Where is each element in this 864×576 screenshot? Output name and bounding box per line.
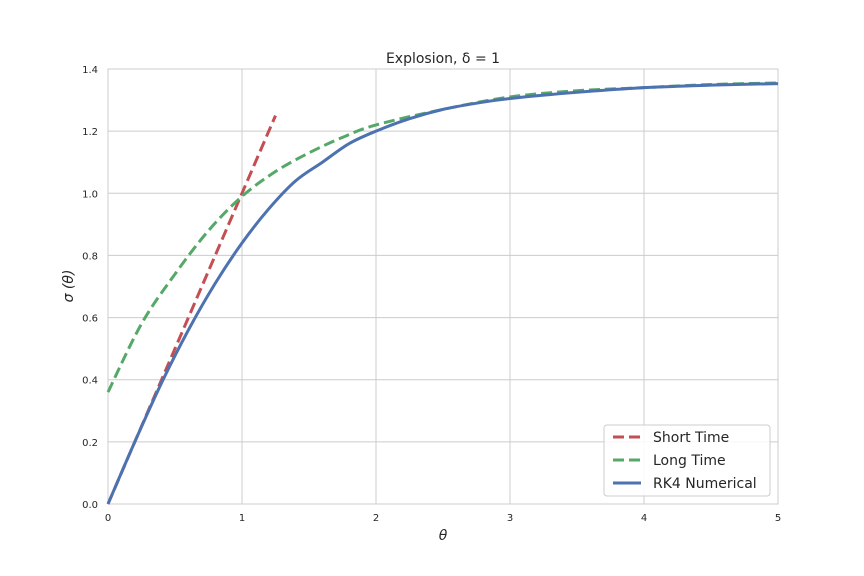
legend-label: Short Time [653, 430, 729, 446]
y-axis-ticks: 0.0 0.2 0.4 0.6 0.8 1.0 1.2 1.4 [82, 65, 98, 511]
y-tick-label: 0.2 [82, 438, 98, 449]
legend-label: Long Time [653, 453, 726, 469]
x-axis-ticks: 0 1 2 3 4 5 [105, 513, 781, 524]
y-tick-label: 1.4 [82, 65, 98, 76]
x-tick-label: 1 [239, 513, 245, 524]
series-line-long-time [106, 81, 779, 393]
y-tick-label: 0.0 [82, 500, 98, 511]
y-axis-label: σ (θ) [61, 270, 77, 303]
y-tick-label: 1.0 [82, 189, 98, 200]
y-tick-label: 0.4 [82, 376, 98, 387]
chart-title: Explosion, δ = 1 [386, 51, 500, 67]
x-tick-label: 5 [775, 513, 781, 524]
legend: Short Time Long Time RK4 Numerical [603, 424, 771, 497]
series-layer [106, 81, 779, 505]
x-tick-label: 0 [105, 513, 111, 524]
legend-box [603, 424, 771, 497]
series-line-rk4-numerical [106, 82, 779, 505]
x-tick-label: 3 [507, 513, 513, 524]
x-axis-label: θ [439, 528, 448, 544]
y-tick-label: 0.8 [82, 251, 98, 262]
x-tick-label: 4 [641, 513, 647, 524]
series-line-short-time [106, 115, 277, 505]
y-tick-label: 0.6 [82, 314, 98, 325]
legend-label: RK4 Numerical [653, 476, 757, 492]
y-tick-label: 1.2 [82, 127, 98, 138]
plot-frame [107, 68, 779, 505]
x-tick-label: 2 [373, 513, 379, 524]
